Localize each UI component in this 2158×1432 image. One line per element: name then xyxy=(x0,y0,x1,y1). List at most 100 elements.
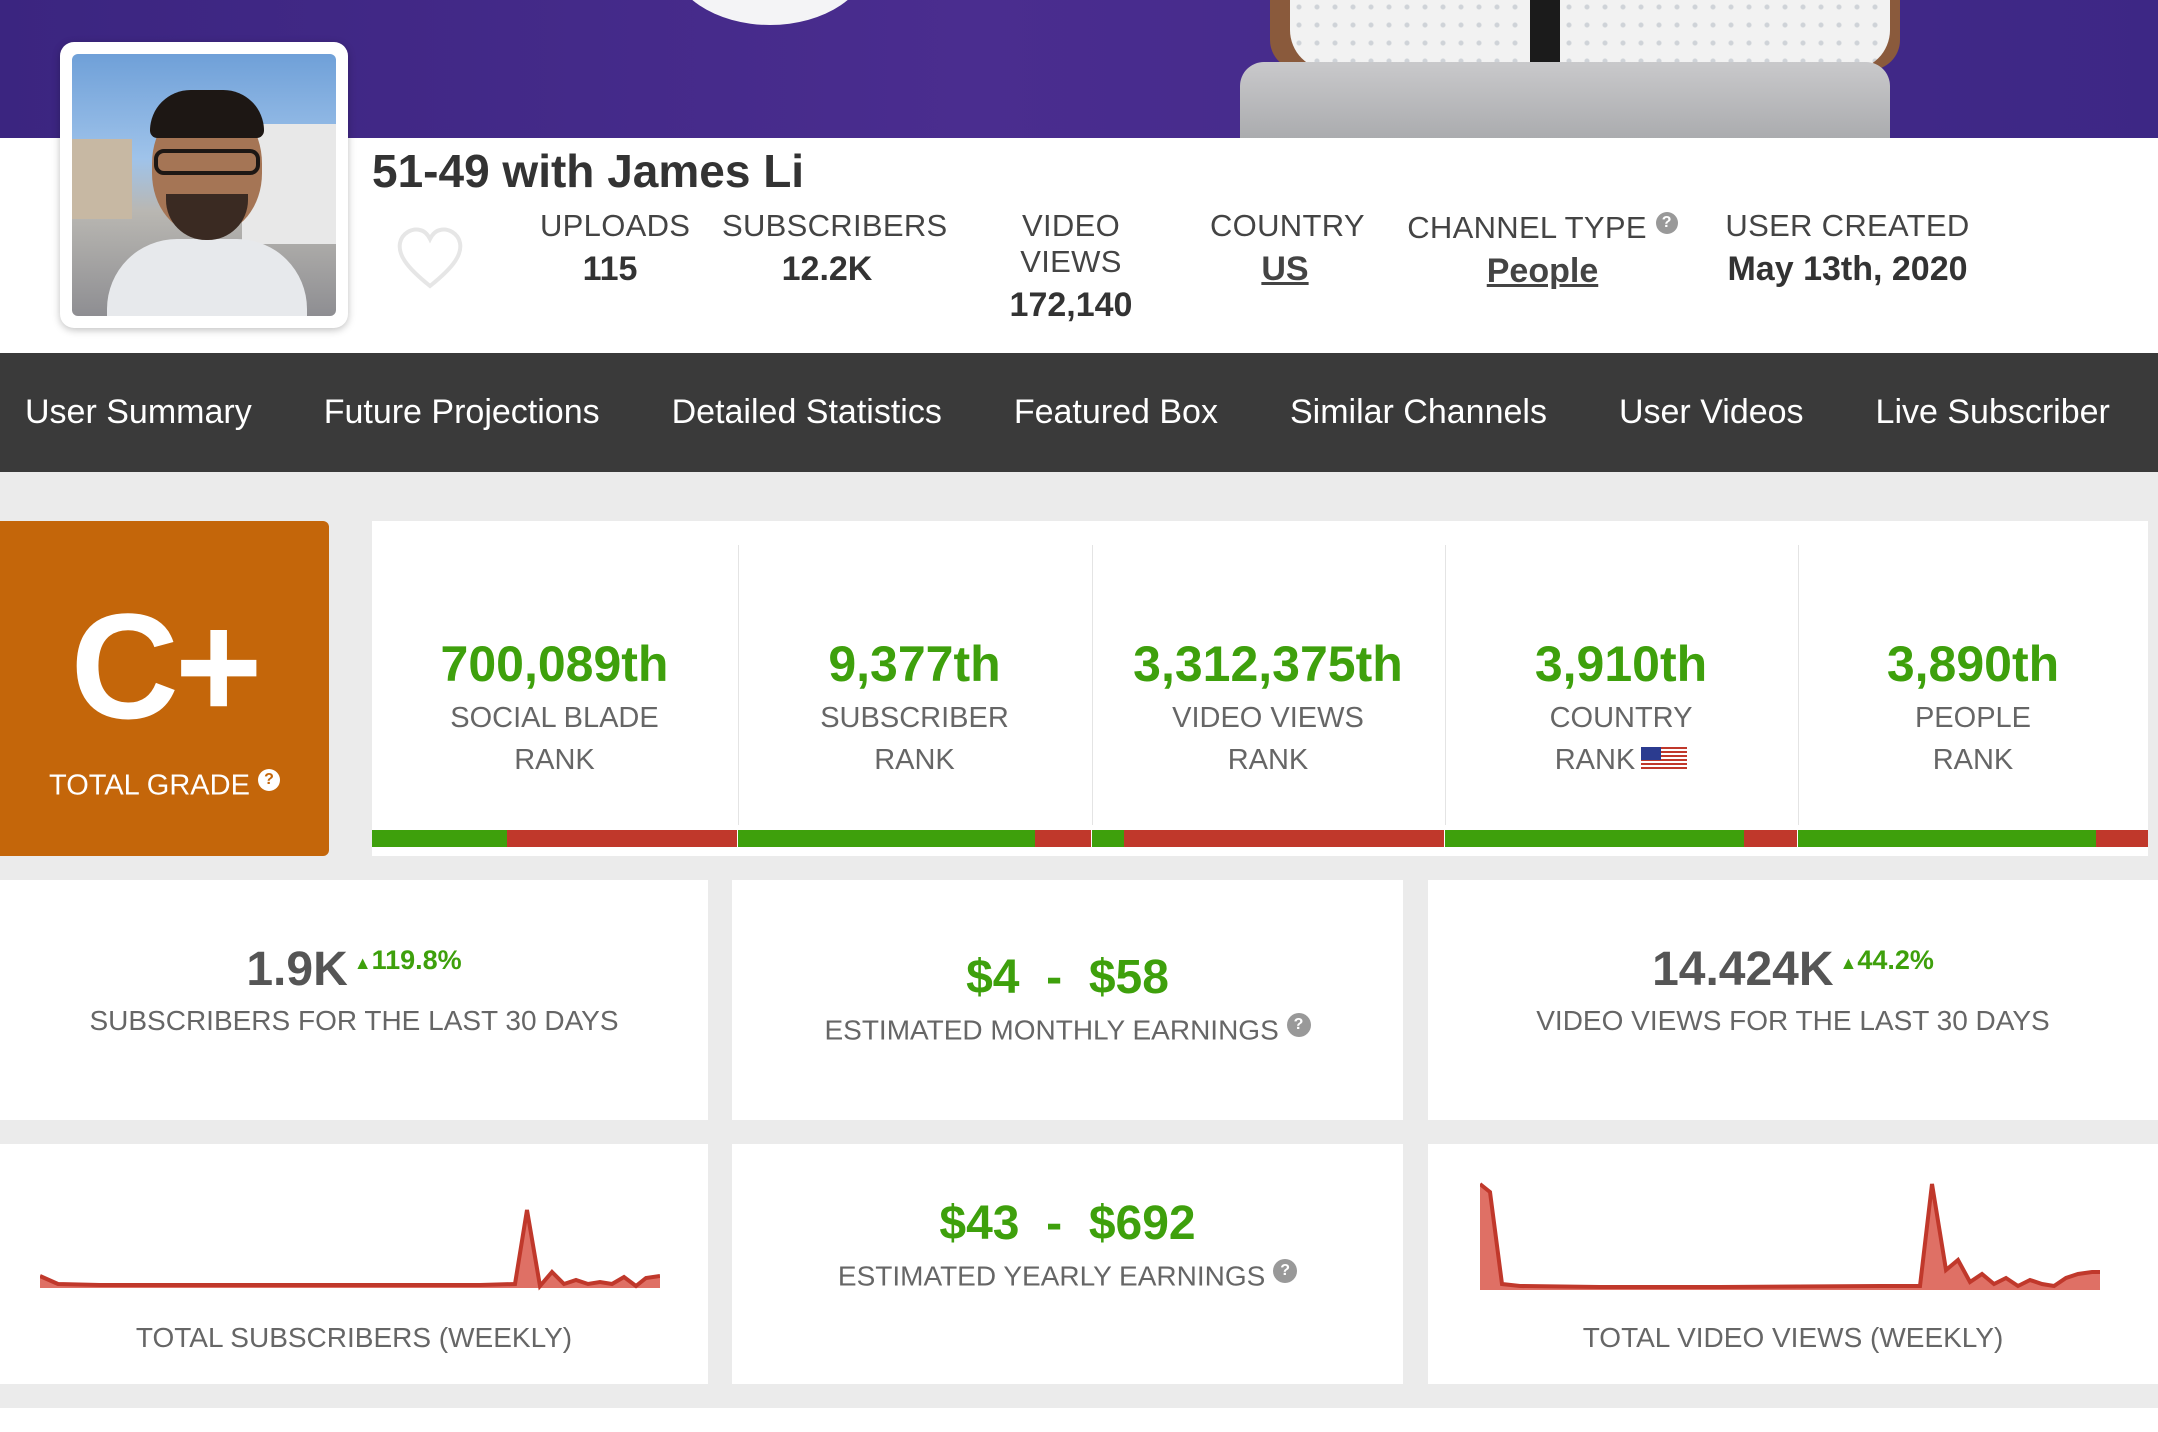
rank-label: PEOPLE xyxy=(1914,702,2032,734)
earnings-sep: - xyxy=(1046,1197,1063,1250)
tab-user-summary[interactable]: User Summary xyxy=(25,393,252,431)
earnings-high: $58 xyxy=(1088,951,1169,1004)
stat-value: 172,140 xyxy=(1009,286,1133,324)
rank-bar xyxy=(1798,830,2148,847)
views-30-caption: VIDEO VIEWS FOR THE LAST 30 DAYS xyxy=(1536,1005,2050,1036)
channel-nav: User Summary Future Projections Detailed… xyxy=(0,353,2158,472)
earnings-low: $43 xyxy=(939,1197,1020,1250)
subscribers-weekly-caption: TOTAL SUBSCRIBERS (WEEKLY) xyxy=(135,1322,573,1353)
stat-label: VIDEO VIEWS xyxy=(1020,208,1122,279)
rank-value: 3,890th xyxy=(1886,636,2060,692)
tab-detailed-statistics[interactable]: Detailed Statistics xyxy=(671,393,942,431)
monthly-earnings-caption: ESTIMATED MONTHLY EARNINGS xyxy=(824,1014,1279,1046)
country-link[interactable]: US xyxy=(1261,250,1309,288)
views-weekly-caption: TOTAL VIDEO VIEWS (WEEKLY) xyxy=(1582,1322,2004,1353)
change-value: 119.8% xyxy=(371,945,462,975)
avatar[interactable] xyxy=(60,42,348,328)
page-footer-strip xyxy=(0,1408,2158,1432)
views-sparkline xyxy=(1480,1182,2100,1290)
tab-live-subscriber[interactable]: Live Subscriber xyxy=(1875,393,2110,431)
help-icon[interactable]: ? xyxy=(1273,1259,1298,1283)
banner-figure xyxy=(1290,0,1890,70)
subs-30-change: ▲119.8% xyxy=(354,945,462,975)
rank-label: RANK xyxy=(1227,744,1309,776)
grade-letter: C+ xyxy=(70,582,263,750)
views-30-change: ▲44.2% xyxy=(1840,945,1934,975)
rank-label: RANK xyxy=(1554,744,1636,776)
tab-user-videos[interactable]: User Videos xyxy=(1618,393,1804,431)
stat-country: COUNTRY US xyxy=(1210,208,1365,289)
total-grade-box: C+ TOTAL GRADE ? xyxy=(0,521,329,856)
help-icon[interactable]: ? xyxy=(257,769,280,791)
rank-label: SUBSCRIBER xyxy=(820,702,1009,734)
total-subscribers-weekly-card[interactable]: TOTAL SUBSCRIBERS (WEEKLY) xyxy=(0,1144,708,1384)
tab-similar-channels[interactable]: Similar Channels xyxy=(1289,393,1547,431)
rank-video-views: 3,312,375th VIDEO VIEWS RANK xyxy=(1092,545,1444,847)
rank-label: SOCIAL BLADE xyxy=(450,702,659,734)
channel-banner xyxy=(0,0,2158,138)
rank-label: VIDEO VIEWS xyxy=(1172,702,1364,734)
change-value: 44.2% xyxy=(1857,945,1934,975)
rank-label: RANK xyxy=(514,744,595,776)
stat-label: USER CREATED xyxy=(1725,208,1970,243)
earnings-high: $692 xyxy=(1088,1197,1196,1250)
stat-label: COUNTRY xyxy=(1210,208,1365,243)
rank-people: 3,890th PEOPLE RANK xyxy=(1798,545,2148,847)
rank-label: RANK xyxy=(1932,744,2014,776)
stat-label: UPLOADS xyxy=(540,208,691,243)
heart-icon[interactable] xyxy=(395,226,465,290)
yearly-earnings-caption: ESTIMATED YEARLY EARNINGS xyxy=(837,1260,1266,1292)
earnings-low: $4 xyxy=(966,951,1020,1004)
rank-bar xyxy=(738,830,1091,847)
subscribers-30-days-card: 1.9K ▲119.8% SUBSCRIBERS FOR THE LAST 30 … xyxy=(0,880,708,1120)
yearly-earnings-value: $43 - $692 xyxy=(732,1196,1403,1251)
subs-30-value: 1.9K xyxy=(246,943,348,996)
grade-label: TOTAL GRADE xyxy=(49,769,250,802)
tab-featured-box[interactable]: Featured Box xyxy=(1013,393,1218,431)
up-arrow-icon: ▲ xyxy=(1839,953,1858,973)
stat-subscribers: SUBSCRIBERS 12.2K xyxy=(722,208,948,289)
rank-value: 700,089th xyxy=(440,636,669,692)
rank-panel: 700,089th SOCIAL BLADE RANK 9,377th SUBSC… xyxy=(372,521,2148,856)
total-views-weekly-card[interactable]: TOTAL VIDEO VIEWS (WEEKLY) xyxy=(1428,1144,2158,1384)
banner-figure-tie xyxy=(1530,0,1560,65)
help-icon[interactable]: ? xyxy=(1286,1013,1311,1037)
earnings-sep: - xyxy=(1046,951,1063,1004)
rank-label: COUNTRY xyxy=(1549,702,1693,734)
stat-value: 12.2K xyxy=(781,250,873,288)
rank-bar xyxy=(372,830,737,847)
us-flag-icon xyxy=(1641,747,1688,771)
monthly-earnings-value: $4 - $58 xyxy=(732,950,1403,1005)
rank-value: 9,377th xyxy=(828,636,1001,692)
up-arrow-icon: ▲ xyxy=(353,953,372,973)
tab-future-projections[interactable]: Future Projections xyxy=(323,393,600,431)
views-30-days-card: 14.424K ▲44.2% VIDEO VIEWS FOR THE LAST 3… xyxy=(1428,880,2158,1120)
rank-country: 3,910th COUNTRY RANK xyxy=(1445,545,1797,847)
help-icon[interactable]: ? xyxy=(1655,211,1678,234)
avatar-image xyxy=(72,54,336,316)
banner-logo-shape xyxy=(670,0,870,25)
stat-label: CHANNEL TYPE xyxy=(1407,210,1647,245)
banner-laptop xyxy=(1240,62,1890,138)
stat-value: May 13th, 2020 xyxy=(1727,250,1968,288)
views-30-value: 14.424K xyxy=(1652,943,1834,996)
rank-bar xyxy=(1092,830,1444,847)
yearly-earnings-card: $43 - $692 ESTIMATED YEARLY EARNINGS ? xyxy=(732,1144,1403,1384)
rank-bar xyxy=(1445,830,1797,847)
stat-video-views: VIDEO VIEWS 172,140 xyxy=(968,208,1174,325)
monthly-earnings-card: $4 - $58 ESTIMATED MONTHLY EARNINGS ? xyxy=(732,880,1403,1120)
stat-label: SUBSCRIBERS xyxy=(722,208,948,243)
channel-type-link[interactable]: People xyxy=(1486,252,1599,290)
stat-uploads: UPLOADS 115 xyxy=(540,208,691,289)
rank-value: 3,312,375th xyxy=(1133,636,1403,692)
rank-social-blade: 700,089th SOCIAL BLADE RANK xyxy=(372,545,737,847)
stat-channel-type: CHANNEL TYPE ? People xyxy=(1400,210,1685,291)
rank-subscriber: 9,377th SUBSCRIBER RANK xyxy=(738,545,1091,847)
channel-name: 51-49 with James Li xyxy=(372,145,805,197)
rank-label: RANK xyxy=(874,744,955,776)
rank-value: 3,910th xyxy=(1534,636,1708,692)
subs-30-caption: SUBSCRIBERS FOR THE LAST 30 DAYS xyxy=(89,1005,619,1036)
subscribers-sparkline xyxy=(40,1209,660,1291)
stat-user-created: USER CREATED May 13th, 2020 xyxy=(1720,208,1975,289)
stat-value: 115 xyxy=(582,250,638,288)
